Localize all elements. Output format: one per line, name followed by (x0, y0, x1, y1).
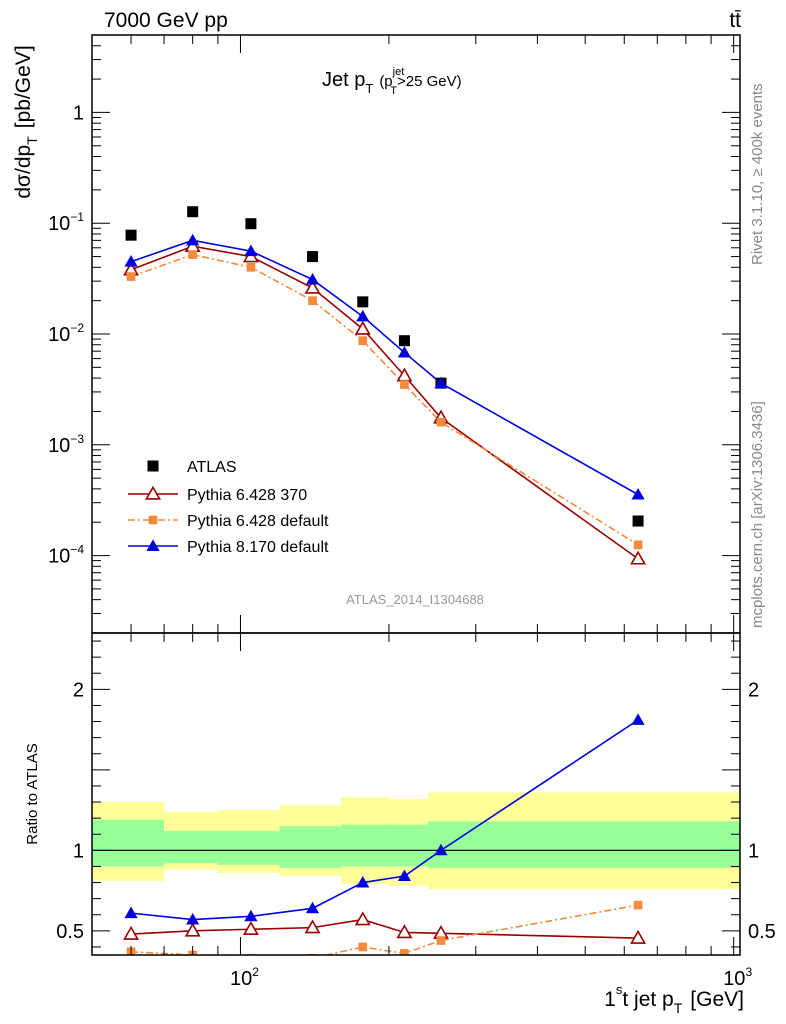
main-y-tick-label-1: 10−1 (48, 210, 84, 235)
main-y-axis-label: dσ/dpT[pb/GeV] (12, 45, 40, 198)
legend-label-1: Pythia 6.428 370 (187, 487, 307, 504)
inner-band-4 (341, 824, 389, 867)
inner-band-1 (164, 831, 218, 864)
inner-band-3 (279, 826, 342, 869)
data-point-s2-6 (436, 417, 446, 427)
x-tick-label-0: 102 (230, 965, 259, 990)
data-point-s2-3 (308, 296, 317, 305)
data-point-s3-5 (397, 345, 412, 358)
data-point-s3-3 (305, 272, 320, 285)
data-point-s2-7 (633, 540, 643, 550)
legend-marker-1 (145, 485, 161, 500)
series-line-2 (130, 253, 639, 546)
ratio-point-s2-2 (244, 909, 258, 922)
ratio-y-tick-label-left-1: 1 (73, 840, 84, 862)
data-point-s2-4 (358, 336, 368, 346)
ratio-y-tick-label-right-0: 0.5 (748, 921, 776, 943)
data-point-s3-1 (186, 233, 200, 246)
axis-ticks (91, 34, 740, 955)
ratio-point-s0-7 (630, 929, 647, 944)
legend-marker-0 (147, 460, 159, 472)
main-panel-series (123, 206, 647, 565)
data-point-s2-2 (246, 262, 256, 272)
ratio-point-s1-4 (358, 942, 368, 952)
ratio-point-s0-4 (354, 911, 371, 926)
data-point-s2-1 (188, 250, 197, 259)
ratio-point-s1-7 (633, 900, 643, 910)
main-y-tick-label-0: 1 (73, 102, 84, 124)
process-label: tt̄ (729, 9, 741, 32)
rivet-version-label: Rivet 3.1.10, ≥ 400k events (749, 83, 766, 265)
data-point-s2-5 (400, 380, 409, 389)
ratio-point-s2-3 (305, 901, 320, 914)
x-axis-label: 1st jet pT [GeV] (604, 982, 744, 1016)
inner-band-5 (388, 824, 428, 867)
ratio-line-1 (131, 904, 639, 955)
ratio-line-0 (131, 918, 639, 939)
series-line-3 (130, 239, 639, 496)
ratio-point-s2-5 (397, 869, 412, 882)
ratio-point-s0-1 (184, 922, 201, 937)
series-line-1 (130, 245, 639, 560)
ratio-point-s2-7 (631, 713, 645, 725)
uncertainty-bands (92, 792, 740, 889)
inner-band-0 (92, 819, 165, 867)
axis-tick-labels: 102 103 1 10−1 10−2 10−3 10−4 0.5 0.5 1 1 2 2 (48, 102, 776, 990)
mcplots-label: mcplots.cern.ch [arXiv:1306.3436] (749, 401, 766, 628)
ratio-point-s1-6 (436, 936, 446, 945)
legend: ATLAS Pythia 6.428 370 Pythia 6.428 defaul… (128, 459, 329, 556)
data-point-s3-2 (244, 244, 258, 257)
ratio-y-tick-label-right-2: 2 (748, 679, 759, 701)
data-point-s1-4 (354, 320, 371, 335)
data-point-s0-5 (398, 335, 410, 347)
legend-marker-3 (146, 539, 160, 551)
data-point-s1-7 (630, 550, 647, 565)
main-y-tick-label-3: 10−3 (48, 432, 84, 457)
data-point-s3-0 (124, 255, 138, 267)
ratio-y-tick-label-right-1: 1 (748, 840, 759, 862)
data-point-s1-3 (304, 279, 321, 294)
data-point-s0-2 (245, 218, 257, 230)
main-y-tick-label-2: 10−2 (48, 321, 84, 346)
ratio-point-s0-5 (396, 924, 413, 939)
data-point-s3-7 (631, 488, 645, 500)
data-point-s3-6 (434, 376, 448, 389)
ratio-y-tick-label-left-0: 0.5 (56, 921, 84, 943)
data-point-s0-7 (632, 515, 644, 527)
data-point-s0-4 (357, 296, 369, 308)
ratio-point-s2-0 (124, 906, 138, 919)
main-y-tick-label-4: 10−4 (48, 543, 84, 568)
chart-title: Jet pT (pjet T>25 GeV) (322, 66, 462, 97)
ratio-point-s2-1 (186, 912, 200, 925)
data-point-s0-3 (307, 251, 319, 263)
inner-band-6 (427, 821, 740, 869)
x-tick-label-1: 103 (723, 965, 752, 990)
legend-label-3: Pythia 8.170 default (187, 539, 329, 556)
ratio-point-s0-3 (304, 919, 321, 934)
analysis-id: ATLAS_2014_I1304688 (346, 592, 484, 607)
ratio-point-s0-0 (123, 925, 140, 940)
data-point-s2-0 (126, 272, 136, 281)
legend-label-0: ATLAS (187, 459, 237, 476)
data-point-s0-0 (125, 229, 137, 241)
energy-label: 7000 GeV pp (104, 9, 228, 32)
ratio-point-s0-2 (242, 921, 259, 935)
legend-label-2: Pythia 6.428 default (187, 513, 329, 530)
ratio-y-axis-label: Ratio to ATLAS (24, 743, 41, 844)
inner-band-2 (217, 831, 280, 865)
ratio-point-s2-6 (434, 843, 448, 856)
ratio-point-s1-5 (400, 949, 409, 955)
data-point-s3-4 (356, 309, 370, 322)
data-point-s0-1 (187, 206, 199, 218)
ratio-y-tick-label-left-2: 2 (73, 679, 84, 701)
ratio-panel-frame (91, 632, 741, 956)
legend-marker-2 (148, 515, 158, 525)
ratio-point-s2-4 (356, 875, 370, 888)
